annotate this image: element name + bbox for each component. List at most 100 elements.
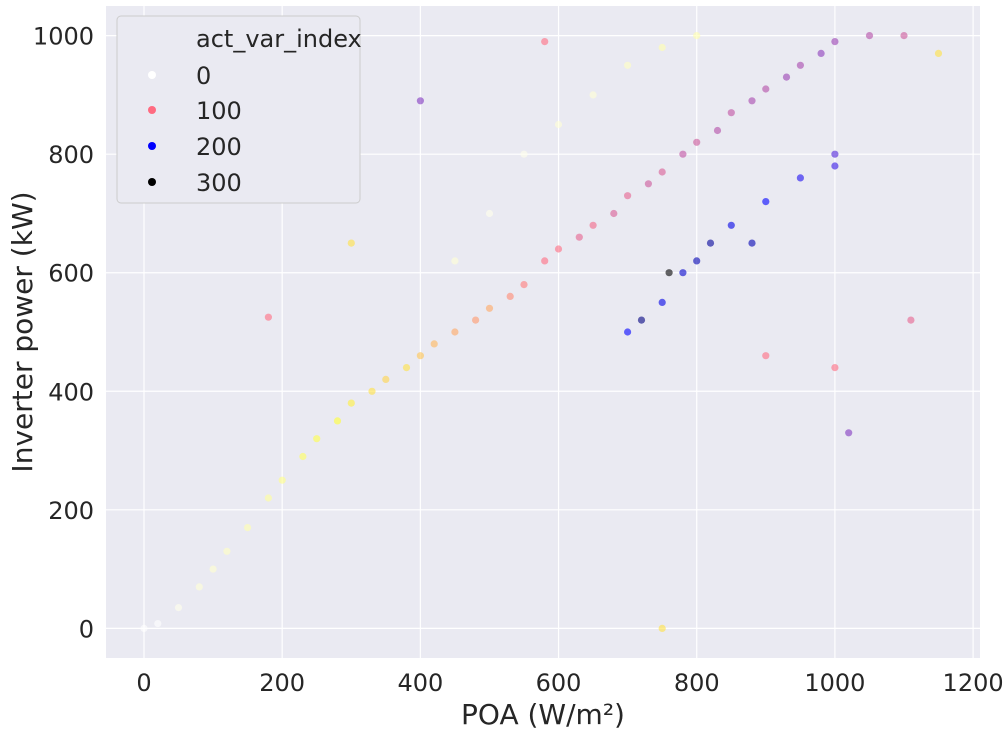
data-point [541, 38, 549, 46]
data-point [451, 257, 459, 265]
data-point [934, 49, 943, 58]
data-point [174, 604, 183, 612]
data-point [402, 364, 411, 372]
data-point [140, 624, 148, 633]
data-point [416, 352, 424, 360]
data-point [485, 304, 494, 312]
legend-title: act_var_index [196, 25, 362, 53]
data-point [624, 328, 632, 336]
data-point [451, 328, 459, 336]
data-point [693, 257, 701, 265]
data-point [713, 126, 722, 135]
data-point [520, 281, 528, 289]
data-point [865, 31, 874, 40]
legend-marker-300 [148, 178, 156, 186]
data-point [817, 49, 825, 58]
y-tick-label: 200 [48, 497, 94, 525]
x-tick-label: 800 [674, 669, 720, 697]
data-point [907, 316, 915, 324]
data-point [554, 120, 563, 129]
data-point [430, 340, 438, 348]
data-point [244, 524, 252, 532]
data-point [831, 150, 839, 158]
x-tick-label: 0 [136, 669, 151, 697]
legend-label-0: 0 [196, 62, 211, 90]
x-tick-label: 600 [536, 669, 582, 697]
y-tick-label: 400 [48, 378, 94, 406]
legend-label-300: 300 [196, 169, 242, 197]
data-point [223, 547, 231, 555]
y-tick-label: 1000 [33, 23, 94, 51]
x-tick-labels: 0 200 400 600 800 1000 1200 [136, 669, 1003, 697]
data-point [762, 352, 770, 360]
x-tick-label: 400 [397, 669, 443, 697]
x-axis-label: POA (W/m²) [461, 698, 625, 731]
data-point [520, 150, 528, 158]
data-point [416, 97, 424, 105]
data-point [644, 180, 653, 188]
x-tick-label: 1000 [804, 669, 865, 697]
data-point [693, 138, 701, 146]
data-point [748, 97, 756, 105]
data-point [589, 91, 597, 99]
data-point [472, 316, 480, 324]
data-point [831, 162, 839, 170]
data-point [554, 245, 563, 253]
y-axis-label: Inverter power (kW) [6, 191, 39, 472]
y-tick-labels: 0 200 400 600 800 1000 [33, 23, 94, 644]
data-point [831, 364, 839, 372]
grid-lines [106, 6, 980, 658]
y-tick-label: 800 [48, 141, 94, 169]
legend-label-100: 100 [196, 97, 242, 125]
data-point [637, 316, 646, 324]
data-points [140, 31, 943, 633]
legend: act_var_index 0 100 200 300 [116, 15, 362, 204]
data-point [589, 221, 597, 229]
data-point [727, 109, 735, 117]
data-point [658, 168, 666, 176]
data-point [610, 209, 618, 218]
data-point [264, 313, 272, 321]
legend-label-200: 200 [196, 133, 242, 161]
data-point [209, 565, 217, 573]
data-point [541, 257, 549, 265]
data-point [693, 31, 701, 40]
legend-marker-100 [148, 106, 156, 114]
data-point [624, 61, 632, 69]
data-point [762, 85, 770, 93]
data-point [845, 429, 853, 437]
data-point [679, 150, 687, 158]
data-point [796, 174, 805, 182]
data-point [313, 435, 321, 443]
data-point [299, 452, 307, 461]
y-tick-label: 0 [79, 615, 94, 643]
data-point [624, 192, 632, 200]
data-point [748, 239, 756, 247]
data-point [264, 494, 272, 502]
data-point [347, 239, 355, 247]
data-point [782, 73, 791, 81]
data-point [762, 198, 770, 206]
data-point [706, 239, 715, 247]
data-point [658, 298, 666, 306]
data-point [900, 31, 908, 40]
x-tick-label: 200 [259, 669, 305, 697]
data-point [347, 399, 355, 407]
data-point [333, 417, 342, 425]
data-point [575, 233, 583, 241]
legend-marker-0 [148, 71, 156, 79]
data-point [368, 387, 376, 395]
legend-marker-200 [148, 142, 156, 150]
y-tick-label: 600 [48, 260, 94, 288]
data-point [679, 269, 687, 277]
data-point [796, 61, 805, 69]
data-point [506, 292, 514, 300]
data-point [658, 624, 666, 633]
data-point [195, 583, 203, 591]
x-tick-label: 1200 [943, 669, 1003, 697]
data-point [154, 620, 162, 628]
data-point [658, 43, 666, 52]
data-point [665, 269, 673, 277]
data-point [727, 221, 735, 229]
